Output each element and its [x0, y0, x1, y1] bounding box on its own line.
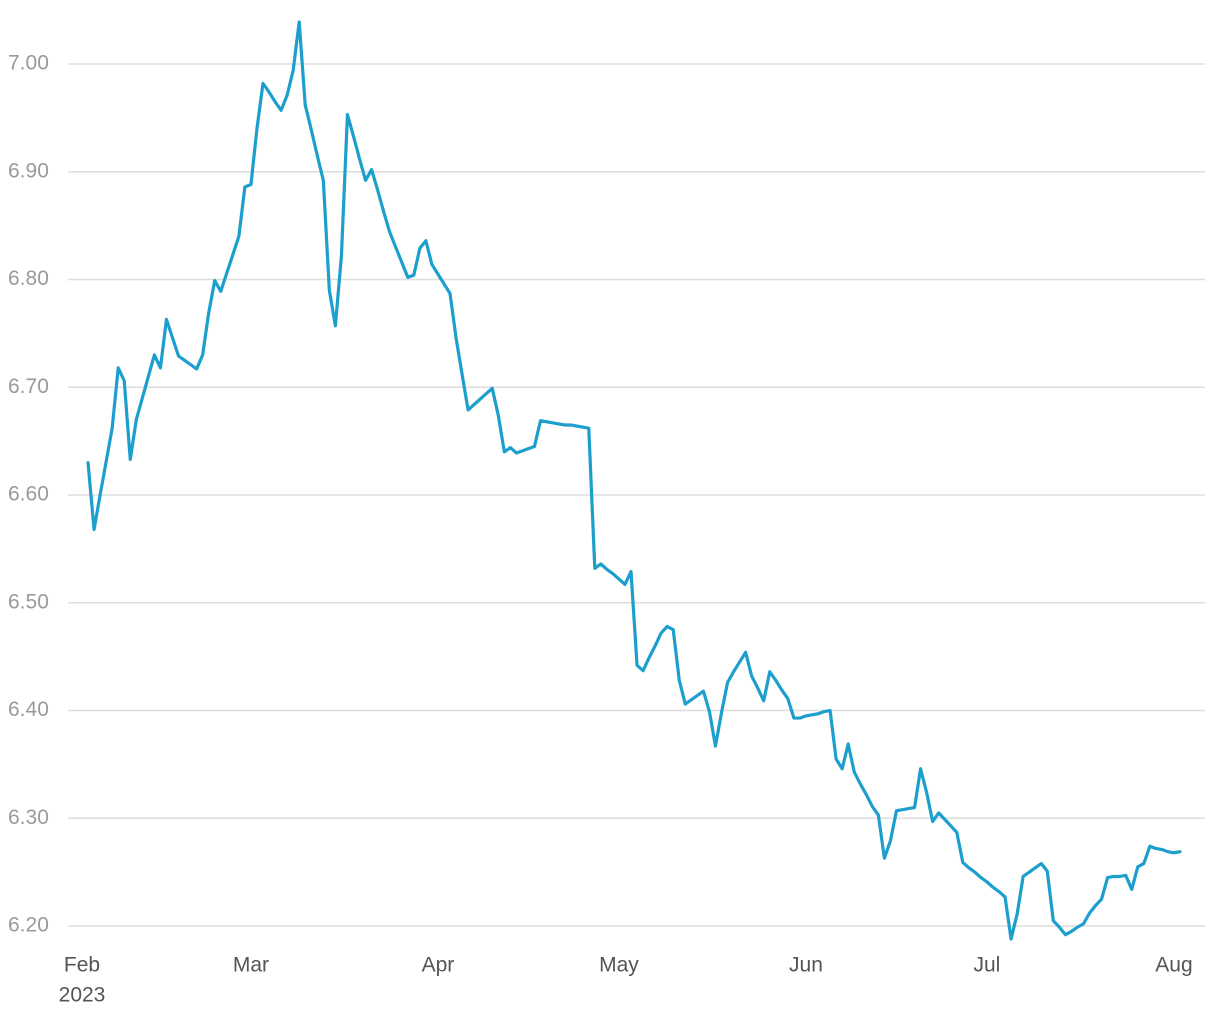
x-tick-label: Jul [974, 954, 1001, 977]
x-tick-label: Aug [1155, 954, 1192, 977]
x-tick-label: May [599, 954, 639, 977]
y-tick-label: 6.70 [8, 375, 49, 398]
data-line [86, 20, 1182, 941]
x-tick-label: Jun [789, 954, 823, 977]
y-tick-label: 6.20 [8, 914, 49, 937]
x-year-label: 2023 [59, 984, 106, 1007]
y-tick-label: 6.30 [8, 806, 49, 829]
x-tick-label: Apr [422, 954, 455, 977]
y-tick-label: 6.90 [8, 159, 49, 182]
x-tick-label: Mar [233, 954, 269, 977]
x-tick-label: Feb [64, 954, 100, 977]
y-tick-label: 6.50 [8, 590, 49, 613]
y-tick-label: 6.80 [8, 267, 49, 290]
y-tick-label: 6.60 [8, 483, 49, 506]
y-tick-label: 6.40 [8, 698, 49, 721]
y-tick-label: 7.00 [8, 52, 49, 75]
